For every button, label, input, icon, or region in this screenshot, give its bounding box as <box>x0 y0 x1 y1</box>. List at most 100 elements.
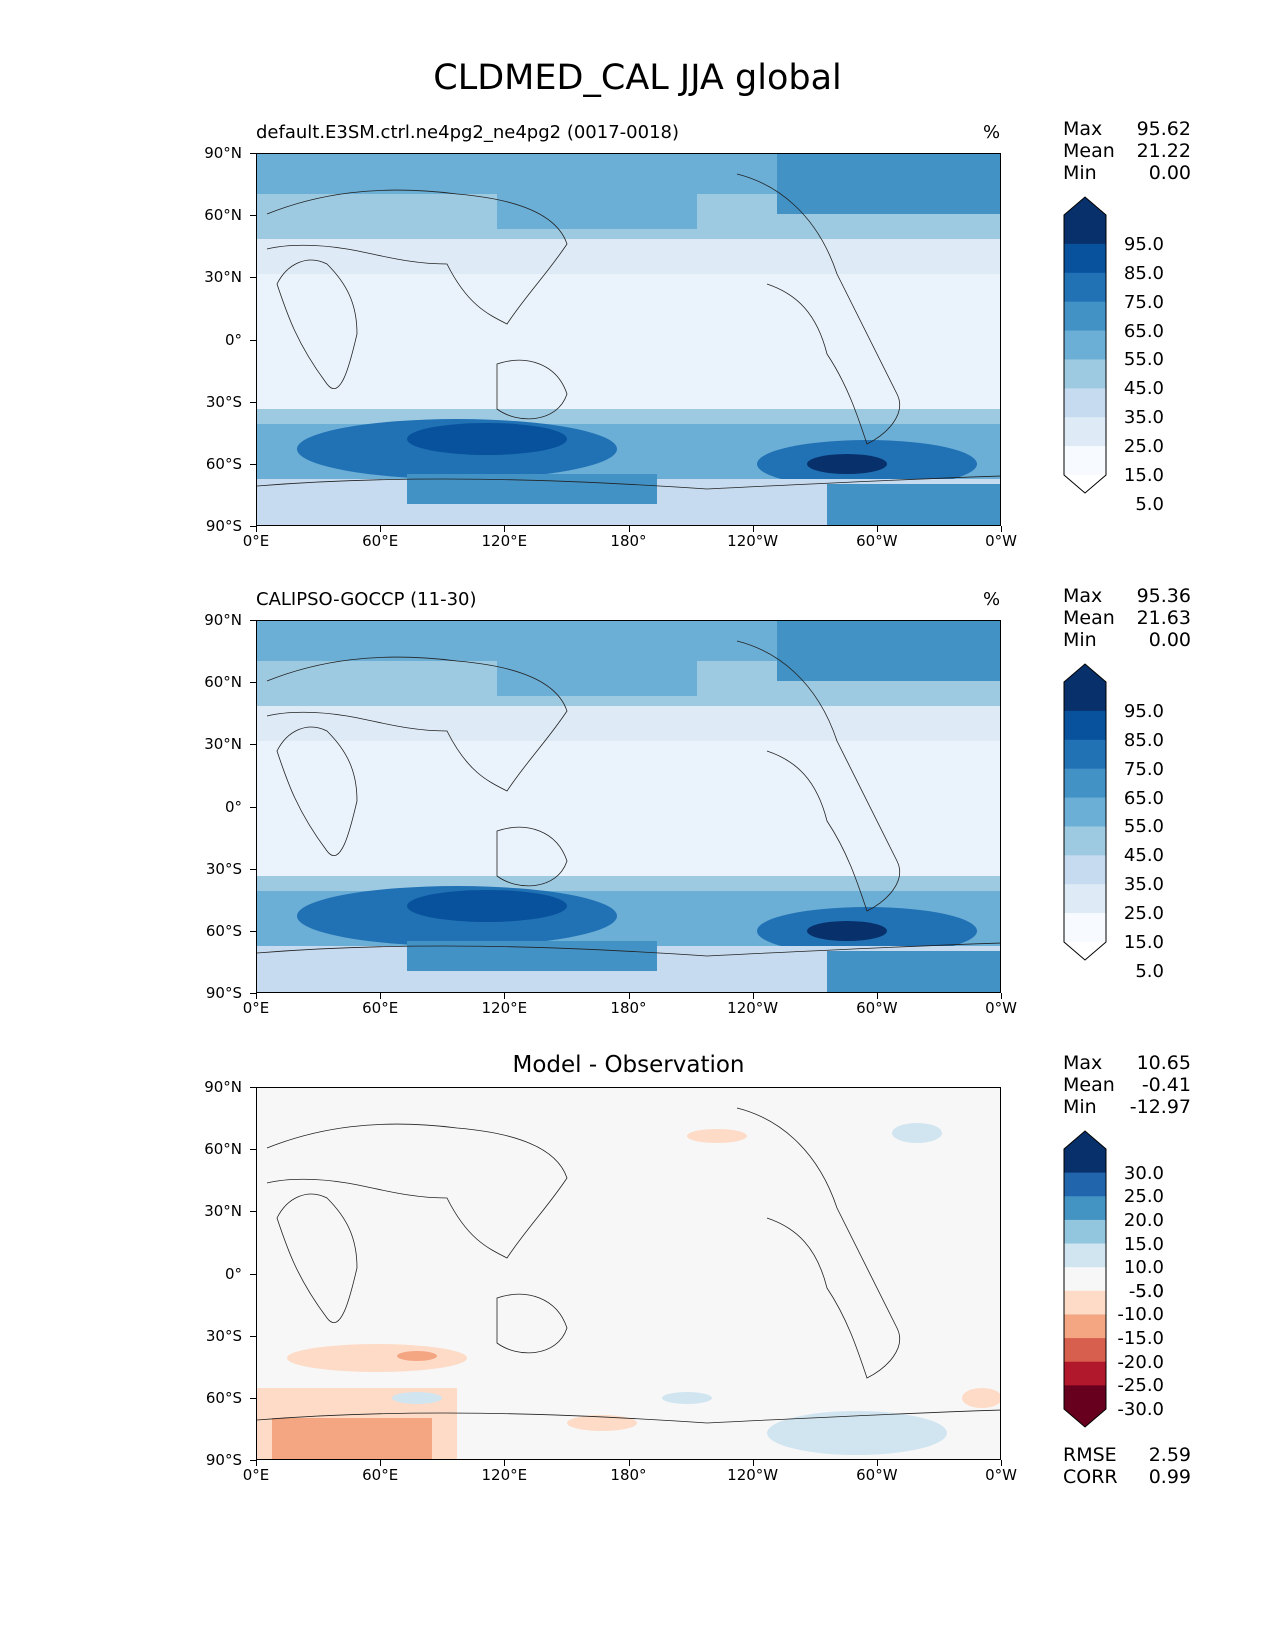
x-tick <box>876 1460 878 1466</box>
colorbar-label: 65.0 <box>1123 787 1164 809</box>
y-tick-label: 90°N <box>204 144 242 162</box>
x-tick <box>504 526 506 532</box>
x-tick-label: 60°E <box>362 1466 399 1484</box>
x-tick <box>256 1460 257 1466</box>
y-tick <box>250 806 256 808</box>
x-tick <box>876 526 878 532</box>
stat-corr: 0.99 <box>1148 1466 1191 1488</box>
colorbar-label: 25.0 <box>1123 903 1164 925</box>
x-tick <box>1001 526 1002 532</box>
y-tick <box>250 1397 256 1399</box>
x-tick <box>752 993 754 999</box>
stat-label: Min <box>1063 1096 1097 1118</box>
y-tick-label: 60°S <box>205 1388 242 1407</box>
x-tick-label: 60°E <box>362 999 399 1017</box>
stat-label: Max <box>1063 585 1103 607</box>
colorbar-label: 85.0 <box>1123 262 1164 284</box>
stat-min: 0.00 <box>1148 629 1191 651</box>
panel-title: Model - Observation <box>512 1052 745 1078</box>
map-field <box>257 1088 1000 1459</box>
y-tick-label: 60°N <box>204 673 242 692</box>
panel-3: Model - Observation 90°N 60°N 30°N 0° 30°S 60°… <box>0 1052 1275 1488</box>
x-tick <box>876 993 878 999</box>
map-field <box>257 154 1000 525</box>
stat-mean: -0.41 <box>1141 1074 1191 1096</box>
x-tick-label: 60°W <box>856 999 898 1017</box>
colorbar-label: -10.0 <box>1117 1304 1164 1326</box>
colorbar-label: 85.0 <box>1123 729 1164 751</box>
map-field <box>257 621 1000 992</box>
colorbar-label: 65.0 <box>1123 320 1164 342</box>
stat-min: -12.97 <box>1129 1096 1191 1118</box>
x-tick-label: 120°E <box>481 999 528 1017</box>
colorbar <box>1063 663 1107 961</box>
stat-mean: 21.22 <box>1136 140 1191 162</box>
colorbar-label: 5.0 <box>1135 960 1164 982</box>
x-tick-label: 180° <box>610 999 647 1017</box>
y-tick <box>250 930 256 932</box>
colorbar-label: 25.0 <box>1123 436 1164 458</box>
y-tick <box>250 463 256 465</box>
error-stats: RMSE 2.59 CORR 0.99 <box>1063 1444 1191 1488</box>
y-tick-label: 30°S <box>205 859 242 878</box>
x-tick <box>256 993 257 999</box>
y-tick <box>250 1149 256 1151</box>
y-tick-label: 90°S <box>205 517 242 535</box>
colorbar-label: 5.0 <box>1135 493 1164 515</box>
y-tick <box>250 868 256 870</box>
colorbar-label: 15.0 <box>1123 1233 1164 1255</box>
x-tick <box>380 1460 382 1466</box>
stat-rmse: 2.59 <box>1148 1444 1191 1466</box>
x-tick <box>380 993 382 999</box>
panel-2: CALIPSO-GOCCP (11-30)% 90°N 60°N 30°N 0° 30°S… <box>0 585 1275 1017</box>
x-tick <box>380 526 382 532</box>
y-tick <box>250 526 256 527</box>
x-tick <box>256 526 257 532</box>
colorbar-label: 5.0 <box>1135 1280 1164 1302</box>
x-tick-label: 60°W <box>856 532 898 550</box>
colorbar-label: -15.0 <box>1117 1328 1164 1350</box>
stat-label: RMSE <box>1063 1444 1117 1466</box>
colorbar-label: -25.0 <box>1117 1375 1164 1397</box>
y-tick <box>250 744 256 746</box>
colorbar-label: 25.0 <box>1123 1186 1164 1208</box>
x-tick-label: 120°E <box>481 532 528 550</box>
units-label: % <box>983 589 1001 610</box>
x-tick-label: 120°W <box>727 999 779 1017</box>
x-tick-label: 120°E <box>481 1466 528 1484</box>
y-tick-label: 90°S <box>205 984 242 1002</box>
y-tick-label: 90°S <box>205 1451 242 1469</box>
colorbar-label: 10.0 <box>1123 1257 1164 1279</box>
y-tick <box>250 1087 256 1088</box>
panel-1: default.E3SM.ctrl.ne4pg2_ne4pg2 (0017-00… <box>0 118 1275 550</box>
colorbar-label: -30.0 <box>1117 1399 1164 1420</box>
colorbar <box>1063 196 1107 494</box>
y-tick <box>250 1273 256 1275</box>
colorbar-label: 55.0 <box>1123 816 1164 838</box>
colorbar-label: 95.0 <box>1123 233 1164 255</box>
colorbar-label: 35.0 <box>1123 407 1164 429</box>
colorbar-label: -20.0 <box>1117 1351 1164 1373</box>
x-tick <box>504 1460 506 1466</box>
y-tick-label: 60°N <box>204 1140 242 1159</box>
stat-mean: 21.63 <box>1136 607 1191 629</box>
x-tick-label: 120°W <box>727 1466 779 1484</box>
y-tick-label: 30°S <box>205 1326 242 1345</box>
y-tick-label: 0° <box>224 1264 242 1283</box>
y-tick-label: 60°N <box>204 206 242 225</box>
stats-block: Max 10.65 Mean -0.41 Min -12.97 <box>1063 1052 1191 1118</box>
y-tick <box>250 153 256 154</box>
colorbar-label: 20.0 <box>1123 1209 1164 1231</box>
x-tick-label: 120°W <box>727 532 779 550</box>
stat-max: 10.65 <box>1136 1052 1191 1074</box>
y-tick <box>250 620 256 621</box>
y-tick <box>250 401 256 403</box>
y-tick-label: 90°N <box>204 1078 242 1096</box>
y-tick <box>250 1211 256 1213</box>
colorbar-label: 30.0 <box>1123 1162 1164 1184</box>
y-tick <box>250 682 256 684</box>
y-tick-label: 30°N <box>204 268 242 287</box>
stats-block: Max 95.62 Mean 21.22 Min 0.00 <box>1063 118 1191 184</box>
y-tick-label: 30°N <box>204 735 242 754</box>
figure-title: CLDMED_CAL JJA global <box>433 58 842 98</box>
